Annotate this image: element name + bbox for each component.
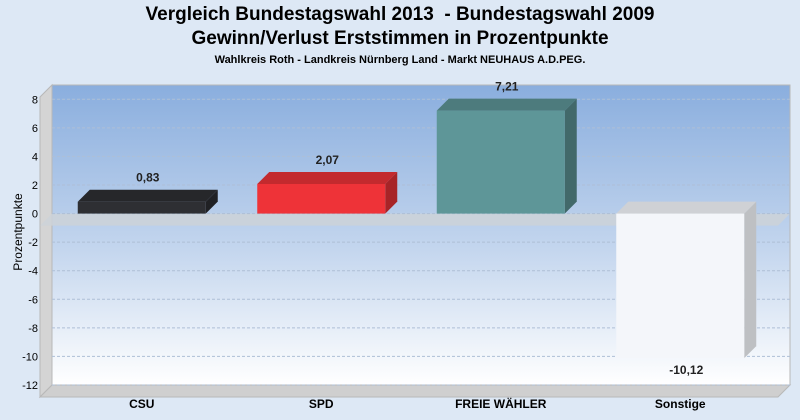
bar: 7,21 — [436, 80, 577, 214]
y-tick-label: 0 — [32, 209, 38, 221]
floor — [38, 384, 792, 398]
bar: 0,83 — [77, 171, 218, 214]
chart-subtitle: Gewinn/Verlust Erststimmen in Prozentpun… — [191, 28, 609, 49]
y-tick-label: -10 — [22, 351, 38, 363]
bar-side — [385, 172, 398, 214]
x-tick-label: Sonstige — [655, 397, 706, 411]
y-tick-label: -6 — [28, 294, 38, 306]
x-axis-labels: CSU SPD FREIE WÄHLER Sonstige — [129, 396, 706, 411]
bar-front — [77, 201, 206, 214]
y-tick-label: -2 — [28, 237, 38, 249]
bar-side — [205, 189, 218, 214]
y-tick-label: 8 — [32, 94, 38, 106]
bar: -10,12 — [616, 201, 757, 377]
bar-front — [436, 110, 565, 214]
y-tick-label: 2 — [32, 180, 38, 192]
bar-top — [257, 172, 398, 184]
chart-caption: Wahlkreis Roth - Landkreis Nürnberg Land… — [214, 54, 586, 66]
x-tick-label: FREIE WÄHLER — [455, 396, 547, 411]
chart-title: Vergleich Bundestagswahl 2013 - Bundesta… — [145, 4, 655, 25]
y-tick-label: 6 — [32, 123, 38, 135]
bar-front — [616, 213, 745, 359]
bar: 2,07 — [257, 153, 398, 214]
data-label: 7,21 — [495, 80, 519, 94]
bar-top — [77, 189, 218, 202]
left-wall — [39, 83, 53, 399]
data-label: -10,12 — [669, 363, 703, 377]
data-label: 2,07 — [316, 153, 340, 167]
y-axis-ticks: 8 6 4 2 0 -2 -4 -6 -8 -10 -12 — [22, 94, 38, 392]
y-tick-label: 4 — [32, 151, 38, 163]
bar-top — [436, 98, 577, 111]
x-tick-label: CSU — [129, 397, 154, 411]
zero-plane — [40, 213, 790, 226]
bar-top — [616, 201, 757, 214]
y-tick-label: -12 — [22, 380, 38, 392]
y-tick-label: -4 — [28, 266, 38, 278]
bar-side — [744, 201, 757, 359]
y-axis-label: Prozentpunkte — [11, 193, 25, 271]
y-tick-label: -8 — [28, 323, 38, 335]
bars: 0,83 2,07 7,21 -10,12 — [77, 80, 757, 377]
bar-side — [564, 98, 577, 214]
x-tick-label: SPD — [309, 397, 334, 411]
data-label: 0,83 — [136, 171, 160, 185]
bar-front — [257, 184, 386, 214]
